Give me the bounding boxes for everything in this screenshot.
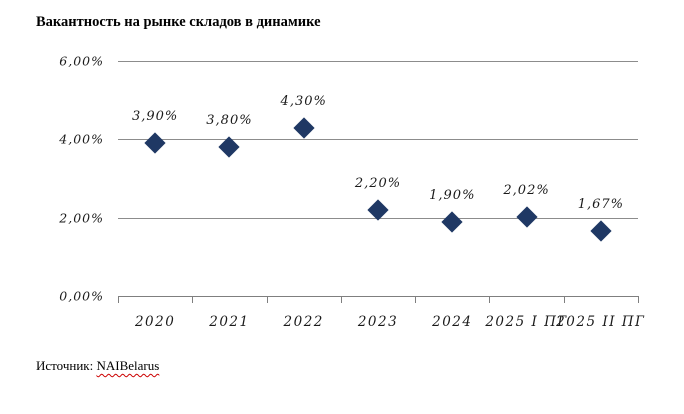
source-line: Источник: NAIBelarus xyxy=(36,358,159,374)
data-point-label: 2,20% xyxy=(354,175,402,191)
data-point-marker xyxy=(293,116,315,139)
y-axis-tick-label: 2,00% xyxy=(59,210,104,226)
data-point-label: 1,67% xyxy=(577,196,624,212)
source-prefix-label: Источник: xyxy=(36,358,97,373)
y-gridline xyxy=(118,61,638,62)
x-axis-tick xyxy=(118,296,119,303)
y-gridline xyxy=(118,296,638,297)
x-axis-tick-label: 2025 I ПГ xyxy=(485,314,568,330)
x-axis-tick xyxy=(266,296,268,303)
data-point-marker xyxy=(144,132,166,154)
y-gridline xyxy=(118,139,638,141)
data-point-label: 2,02% xyxy=(503,182,550,198)
x-axis-tick-label: 2025 II ПГ xyxy=(556,314,646,330)
x-axis-tick-label: 2021 xyxy=(209,314,250,330)
y-axis-tick-label: 6,00% xyxy=(59,53,104,69)
x-axis-tick-label: 2022 xyxy=(283,314,324,330)
x-axis-tick xyxy=(638,296,639,303)
source-name: NAIBelarus xyxy=(96,358,160,373)
data-point-label: 3,90% xyxy=(131,109,179,125)
y-axis-tick-label: 4,00% xyxy=(59,131,104,147)
x-axis-tick-label: 2020 xyxy=(134,314,176,330)
x-axis-tick xyxy=(340,296,342,303)
data-point-label: 4,30% xyxy=(280,93,327,109)
chart-title: Вакантность на рынке складов в динамике xyxy=(36,14,321,30)
x-axis-tick xyxy=(192,296,194,303)
data-point-label: 1,90% xyxy=(429,187,476,203)
data-point-label: 3,80% xyxy=(206,113,253,129)
x-axis-tick xyxy=(563,296,565,303)
x-axis-tick-label: 2024 xyxy=(432,314,473,330)
data-point-marker xyxy=(590,219,612,242)
data-point-marker xyxy=(515,206,538,228)
y-axis-tick-label: 0,00% xyxy=(59,288,104,304)
x-axis-tick xyxy=(415,296,417,303)
x-axis-tick-label: 2023 xyxy=(357,314,399,330)
data-point-marker xyxy=(441,210,463,233)
x-axis-tick xyxy=(489,296,491,303)
